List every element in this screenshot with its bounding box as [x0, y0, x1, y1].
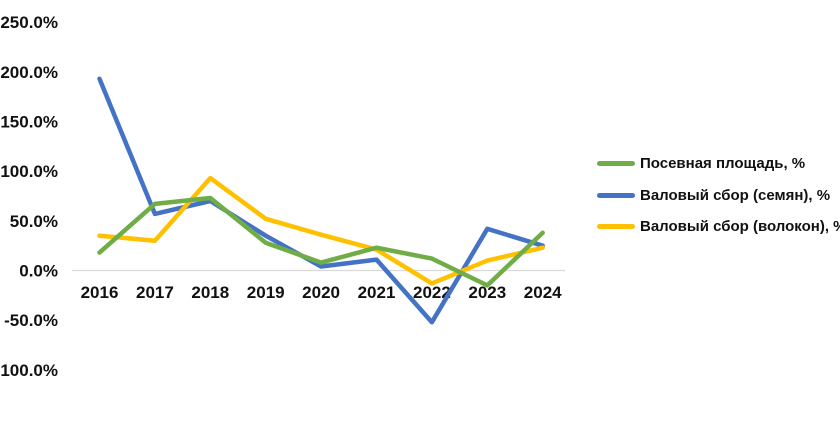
legend-label-gross-fiber: Валовый сбор (волокон), % [640, 218, 840, 236]
legend-item-sown-area: Посевная площадь, % [597, 148, 840, 180]
y-axis-tick-label: 50.0% [10, 212, 58, 231]
y-axis-tick-label: 200.0% [0, 63, 58, 82]
series-line-2 [97, 175, 545, 286]
legend-item-gross-fiber: Валовый сбор (волокон), % [597, 211, 840, 243]
x-axis-tick-label: 2020 [302, 283, 340, 302]
x-axis-tick-label: 2019 [247, 283, 285, 302]
series-line-0 [97, 195, 545, 288]
y-axis-tick-label: 0.0% [19, 261, 58, 280]
x-axis-tick-label: 2016 [81, 283, 119, 302]
y-axis-tick-label: 100.0% [0, 162, 58, 181]
legend-label-gross-seed: Валовый сбор (семян), % [640, 186, 831, 204]
x-axis-tick-label: 2022 [413, 283, 451, 302]
legend: Посевная площадь, % Валовый сбор (семян)… [597, 148, 840, 243]
y-axis-tick-label: 150.0% [0, 112, 58, 131]
series-line-1 [97, 76, 545, 325]
x-axis-tick-label: 2024 [524, 283, 562, 302]
x-axis-tick-label: 2018 [191, 283, 229, 302]
x-axis-tick-label: 2023 [468, 283, 506, 302]
legend-item-gross-seed: Валовый сбор (семян), % [597, 180, 840, 212]
legend-swatch-gross-fiber-icon [597, 224, 635, 230]
x-axis-tick-label: 2017 [136, 283, 174, 302]
y-axis-tick-label: -50.0% [4, 311, 58, 330]
legend-swatch-gross-seed-icon [597, 192, 635, 198]
y-axis-tick-label: -100.0% [0, 361, 58, 380]
x-axis-tick-label: 2021 [358, 283, 396, 302]
legend-label-sown-area: Посевная площадь, % [640, 155, 806, 173]
legend-swatch-sown-area-icon [597, 161, 635, 167]
y-axis-tick-label: 250.0% [0, 13, 58, 32]
